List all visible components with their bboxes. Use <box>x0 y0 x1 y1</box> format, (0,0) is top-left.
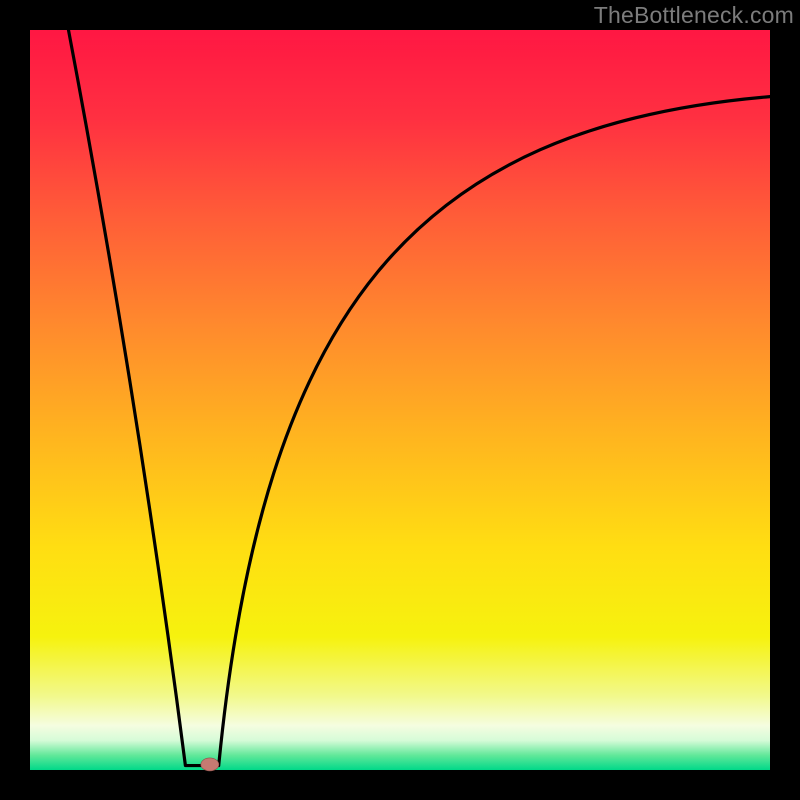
plot-background <box>30 30 770 770</box>
watermark-text: TheBottleneck.com <box>594 2 794 29</box>
optimal-point-marker <box>201 758 219 771</box>
chart-frame: TheBottleneck.com <box>0 0 800 800</box>
bottleneck-chart <box>0 0 800 800</box>
